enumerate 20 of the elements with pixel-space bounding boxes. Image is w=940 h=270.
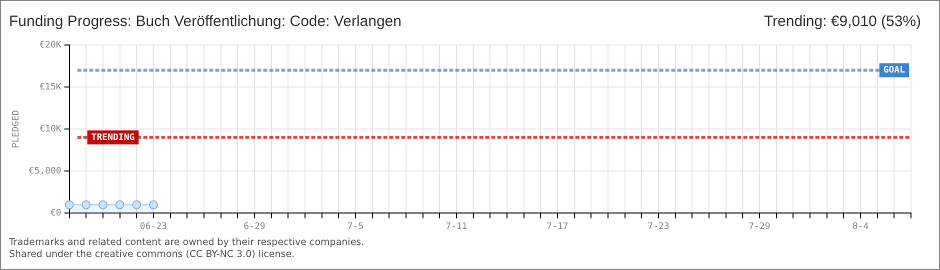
y-tick-label: €20K — [40, 40, 62, 50]
text: Shared under the creative commons (CC BY-NC 3.0) license. — [9, 249, 296, 261]
x-tick-label: 7-23 — [648, 222, 670, 232]
y-tick-label: €10K — [40, 124, 62, 134]
x-tick-label: 7-5 — [347, 222, 364, 232]
x-tick-label: 06-23 — [140, 222, 168, 232]
x-tick-label: 6-29 — [244, 222, 266, 232]
y-axis-title: PLEDGED — [12, 110, 22, 148]
x-tick-label: 8-4 — [852, 222, 869, 232]
chart-subtitle: Trending: €9,010 (53%) — [764, 13, 921, 30]
text: Trademarks and related content are owned by their respective companies. — [9, 237, 364, 249]
x-tick-label: 7-17 — [546, 222, 568, 232]
y-tick-label: €5,000 — [28, 166, 62, 176]
y-tick-label: €15K — [40, 82, 62, 92]
ref-line-label: GOAL — [883, 66, 906, 76]
ref-line-label: TRENDING — [91, 132, 135, 143]
x-tick-label: 7-11 — [446, 222, 468, 232]
x-tick-label: 7-29 — [748, 222, 770, 232]
y-tick-label: €0 — [50, 208, 62, 219]
chart-title: Funding Progress: Buch Veröffentlichung: Code: Verlangen — [9, 13, 402, 30]
